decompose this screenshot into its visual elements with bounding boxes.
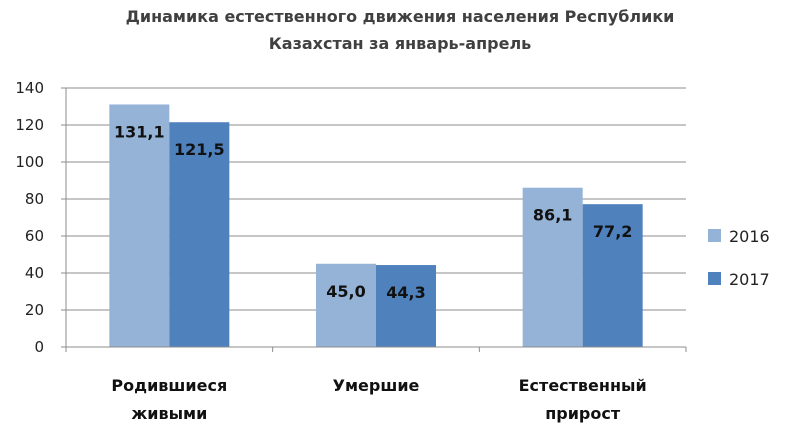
data-labels: 131,1 121,5 45,0 44,3 86,1 77,2 bbox=[114, 122, 632, 302]
legend-swatch-2016 bbox=[708, 229, 721, 242]
legend-label: 2017 bbox=[729, 270, 770, 289]
chart-title: Динамика естественного движения населени… bbox=[126, 7, 675, 53]
data-label: 44,3 bbox=[386, 283, 425, 302]
bar-2017-0 bbox=[169, 122, 230, 347]
y-tick-label: 100 bbox=[15, 153, 44, 171]
y-tick-label: 140 bbox=[15, 79, 44, 97]
legend-label: 2016 bbox=[729, 227, 770, 246]
x-category-label: Родившиеся bbox=[111, 376, 227, 395]
bar-2016-0 bbox=[109, 104, 170, 347]
data-label: 86,1 bbox=[533, 206, 572, 225]
bar-2017-2 bbox=[582, 204, 643, 347]
y-tick-label: 80 bbox=[25, 190, 44, 208]
y-tick-label: 120 bbox=[15, 116, 44, 134]
chart-title-line-1: Динамика естественного движения населени… bbox=[126, 7, 675, 26]
x-axis-categories: Родившиеся живыми Умершие Естественный приро… bbox=[111, 376, 646, 423]
legend: 2016 2017 bbox=[708, 227, 770, 289]
chart-title-line-2: Казахстан за январь-апрель bbox=[269, 34, 532, 53]
bar-2017-1 bbox=[376, 265, 436, 347]
bar-2016-2 bbox=[522, 187, 583, 347]
data-label: 45,0 bbox=[326, 282, 365, 301]
x-category-label: прирост bbox=[545, 404, 621, 423]
legend-swatch-2017 bbox=[708, 272, 721, 285]
data-label: 121,5 bbox=[174, 140, 225, 159]
data-label: 77,2 bbox=[593, 222, 632, 241]
x-category-label: Умершие bbox=[333, 376, 420, 395]
bars bbox=[109, 104, 643, 347]
y-tick-label: 60 bbox=[25, 227, 44, 245]
x-category-label: живыми bbox=[131, 404, 207, 423]
y-axis-ticks: 0 20 40 60 80 100 120 140 bbox=[15, 79, 44, 356]
y-tick-label: 0 bbox=[34, 338, 44, 356]
bar-2016-1 bbox=[316, 263, 376, 347]
y-tick-label: 20 bbox=[25, 301, 44, 319]
x-category-label: Естественный bbox=[519, 376, 647, 395]
data-label: 131,1 bbox=[114, 122, 165, 141]
y-tick-label: 40 bbox=[25, 264, 44, 282]
axes bbox=[61, 87, 687, 352]
